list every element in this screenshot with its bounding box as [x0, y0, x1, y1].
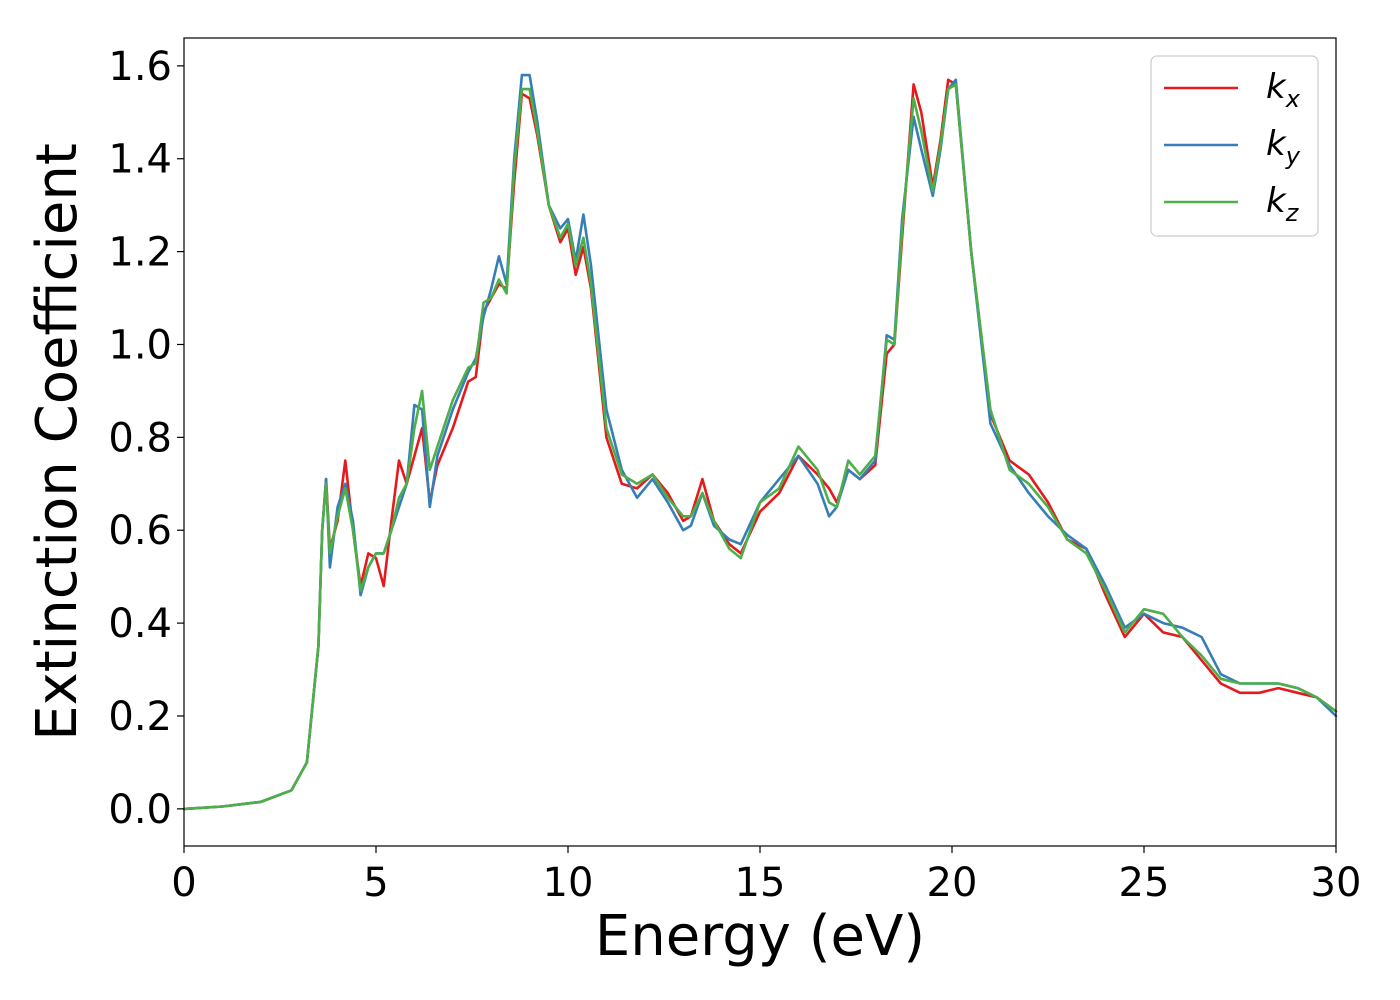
legend-label-subscript: z	[1285, 199, 1300, 227]
x-axis-label: Energy (eV)	[595, 904, 925, 969]
series-line-k-z	[182, 83, 1338, 811]
x-tick-label: 0	[171, 860, 196, 906]
y-tick-label: 1.0	[108, 322, 172, 368]
y-tick-label: 0.4	[108, 601, 172, 647]
legend-label-main: k	[1266, 181, 1287, 221]
legend-label-main: k	[1266, 67, 1287, 107]
x-tick-label: 20	[927, 860, 978, 906]
y-tick-label: 1.6	[108, 44, 172, 90]
y-tick-label: 0.6	[108, 508, 172, 554]
x-tick-label: 25	[1119, 860, 1170, 906]
x-tick-label: 5	[363, 860, 388, 906]
y-tick-label: 1.2	[108, 230, 172, 276]
y-tick-label: 0.0	[108, 787, 172, 833]
y-axis-label: Extinction Coefficient	[25, 143, 90, 741]
x-axis: 0 5 10 15 20 25 30	[171, 846, 1361, 906]
legend-label-main: k	[1266, 124, 1287, 164]
legend-label-subscript: x	[1285, 85, 1301, 113]
y-tick-label: 0.8	[108, 415, 172, 461]
y-tick-label: 1.4	[108, 137, 172, 183]
x-tick-label: 30	[1311, 860, 1362, 906]
legend-label-kx: kx	[1266, 67, 1301, 113]
x-tick-label: 10	[543, 860, 594, 906]
y-tick-label: 0.2	[108, 694, 172, 740]
series-layer	[182, 73, 1338, 811]
legend-label-subscript: y	[1285, 142, 1301, 170]
y-axis: 0.0 0.2 0.4 0.6 0.8 1.0 1.2 1.4 1.6	[108, 44, 184, 833]
x-tick-label: 15	[735, 860, 786, 906]
legend-label-kz: kz	[1266, 181, 1300, 227]
legend-label-ky: ky	[1266, 124, 1301, 170]
series-line-k-x	[182, 78, 1338, 811]
